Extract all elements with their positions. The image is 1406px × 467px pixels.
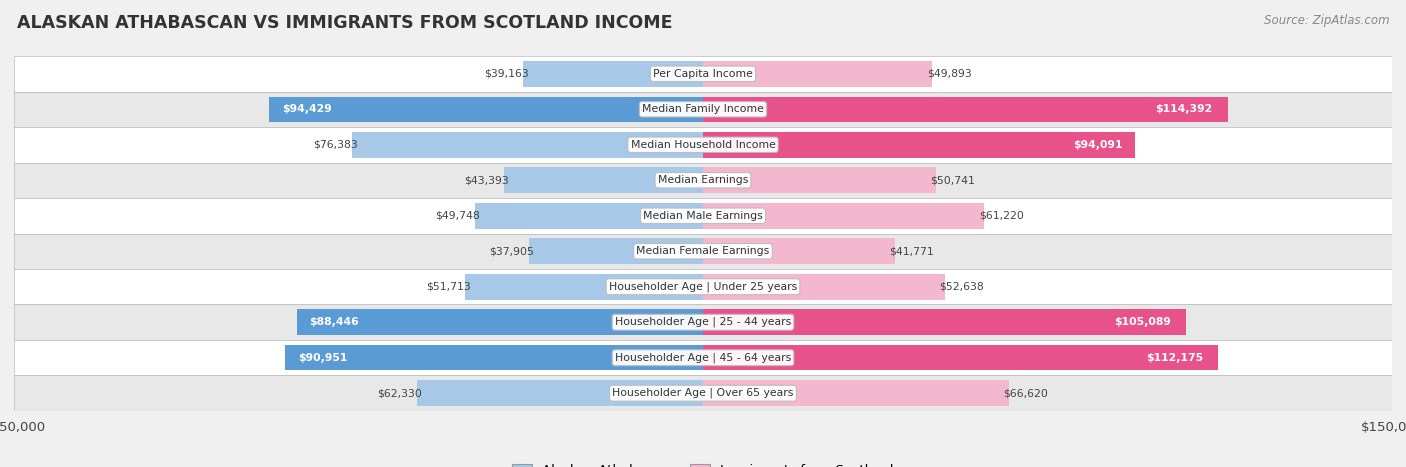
Bar [703,381,1010,406]
Text: Source: ZipAtlas.com: Source: ZipAtlas.com [1264,14,1389,27]
Bar [14,234,1392,269]
Bar [523,61,703,86]
Bar [14,163,1392,198]
Bar [503,168,703,193]
Text: Per Capita Income: Per Capita Income [652,69,754,79]
Text: Median Male Earnings: Median Male Earnings [643,211,763,221]
Text: $43,393: $43,393 [464,175,509,185]
Bar [14,92,1392,127]
Text: $94,429: $94,429 [283,104,332,114]
Bar [703,310,1185,335]
Bar [703,61,932,86]
Text: $90,951: $90,951 [298,353,347,363]
Text: $62,330: $62,330 [377,388,422,398]
Text: Median Earnings: Median Earnings [658,175,748,185]
Bar [703,274,945,299]
Bar [14,340,1392,375]
Text: $49,893: $49,893 [927,69,972,79]
Bar [703,345,1218,370]
Text: $114,392: $114,392 [1156,104,1212,114]
Text: $39,163: $39,163 [484,69,529,79]
Text: Householder Age | 45 - 64 years: Householder Age | 45 - 64 years [614,353,792,363]
Text: $51,713: $51,713 [426,282,471,292]
Text: Householder Age | 25 - 44 years: Householder Age | 25 - 44 years [614,317,792,327]
Bar [703,97,1229,122]
Legend: Alaskan Athabascan, Immigrants from Scotland: Alaskan Athabascan, Immigrants from Scot… [506,459,900,467]
Text: Median Family Income: Median Family Income [643,104,763,114]
Text: $52,638: $52,638 [939,282,984,292]
Bar [297,310,703,335]
Bar [703,203,984,228]
Text: $61,220: $61,220 [979,211,1024,221]
Bar [465,274,703,299]
Bar [352,132,703,157]
Bar [703,132,1135,157]
Bar [14,269,1392,304]
Bar [474,203,703,228]
Text: Householder Age | Over 65 years: Householder Age | Over 65 years [612,388,794,398]
Text: $94,091: $94,091 [1073,140,1122,150]
Bar [703,168,936,193]
Bar [14,198,1392,234]
Text: $41,771: $41,771 [890,246,934,256]
Text: Median Female Earnings: Median Female Earnings [637,246,769,256]
Bar [416,381,703,406]
Bar [270,97,703,122]
Text: $105,089: $105,089 [1115,317,1171,327]
Bar [529,239,703,264]
Text: Median Household Income: Median Household Income [630,140,776,150]
Bar [14,56,1392,92]
Text: $37,905: $37,905 [489,246,534,256]
Text: $66,620: $66,620 [1004,388,1049,398]
Bar [14,304,1392,340]
Bar [285,345,703,370]
Bar [703,239,894,264]
Text: $88,446: $88,446 [309,317,359,327]
Text: ALASKAN ATHABASCAN VS IMMIGRANTS FROM SCOTLAND INCOME: ALASKAN ATHABASCAN VS IMMIGRANTS FROM SC… [17,14,672,32]
Text: $50,741: $50,741 [931,175,976,185]
Bar [14,375,1392,411]
Bar [14,127,1392,163]
Text: $112,175: $112,175 [1146,353,1202,363]
Text: Householder Age | Under 25 years: Householder Age | Under 25 years [609,282,797,292]
Text: $76,383: $76,383 [314,140,357,150]
Text: $49,748: $49,748 [436,211,479,221]
